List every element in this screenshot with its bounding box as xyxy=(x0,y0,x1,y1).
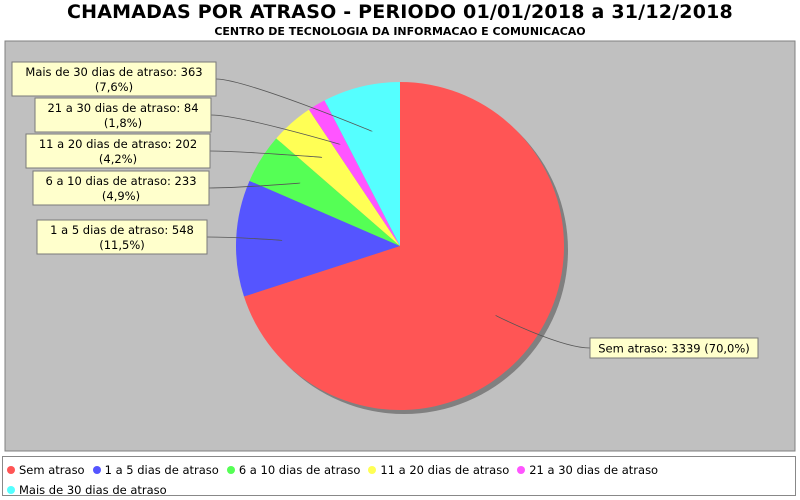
chart-title: CHAMADAS POR ATRASO - PERIODO 01/01/2018… xyxy=(67,1,733,23)
pie-slice-0 xyxy=(243,82,565,410)
legend-item-0: Sem atraso xyxy=(7,460,85,480)
legend-item-2: 6 a 10 dias de atraso xyxy=(226,460,361,480)
slice-label-percent-1: (11,5%) xyxy=(99,238,145,252)
legend-swatch-3 xyxy=(368,466,377,474)
slice-label-percent-2: (4,9%) xyxy=(102,189,140,203)
slice-label-box-1 xyxy=(36,219,208,255)
pie-slice-3 xyxy=(276,109,400,246)
slice-label-text-4: 21 a 30 dias de atraso: 84 xyxy=(47,101,198,115)
slice-label-percent-5: (7,6%) xyxy=(95,80,133,94)
legend-item-1: 1 a 5 dias de atraso xyxy=(92,460,219,480)
leader-line-0 xyxy=(495,315,591,349)
slice-label-text-0: Sem atraso: 3339 (70,0%) xyxy=(598,342,750,356)
legend-item-5: Mais de 30 dias de atraso xyxy=(7,480,167,500)
pie-slice-2 xyxy=(249,138,400,246)
pie-slice-1 xyxy=(236,180,400,297)
slice-label-1: 1 a 5 dias de atraso: 548(11,5%) xyxy=(36,219,208,255)
chart-subtitle: CENTRO DE TECNOLOGIA DA INFORMACAO E COM… xyxy=(214,25,586,38)
legend-label-5: Mais de 30 dias de atraso xyxy=(19,483,167,497)
slice-label-text-5: Mais de 30 dias de atraso: 363 xyxy=(25,65,202,79)
legend-label-3: 11 a 20 dias de atraso xyxy=(380,463,510,477)
legend-item-3: 11 a 20 dias de atraso xyxy=(368,460,509,480)
slice-label-percent-3: (4,2%) xyxy=(99,152,137,166)
chart-legend: Sem atraso 1 a 5 dias de atraso 6 a 10 dia… xyxy=(2,456,796,497)
slice-label-percent-4: (1,8%) xyxy=(104,116,142,130)
slice-label-box-4 xyxy=(34,97,212,133)
slice-label-box-5 xyxy=(11,61,217,97)
slice-label-box-2 xyxy=(32,170,210,206)
leader-line-4 xyxy=(210,114,341,145)
legend-swatch-1 xyxy=(92,466,101,474)
slice-label-5: Mais de 30 dias de atraso: 363(7,6%) xyxy=(11,61,217,97)
slice-label-4: 21 a 30 dias de atraso: 84(1,8%) xyxy=(34,97,212,133)
leader-line-1 xyxy=(206,236,283,241)
legend-swatch-4 xyxy=(517,466,526,474)
leader-line-3 xyxy=(209,150,323,158)
leader-line-2 xyxy=(208,182,301,189)
legend-swatch-0 xyxy=(7,466,15,474)
slice-label-0: Sem atraso: 3339 (70,0%) xyxy=(589,337,759,359)
slice-label-3: 11 a 20 dias de atraso: 202(4,2%) xyxy=(25,133,211,169)
slice-label-box-3 xyxy=(25,133,211,169)
slice-label-text-1: 1 a 5 dias de atraso: 548 xyxy=(50,223,194,237)
leader-line-5 xyxy=(215,78,373,132)
legend-item-4: 21 a 30 dias de atraso xyxy=(517,460,658,480)
pie-slice-4 xyxy=(308,100,400,247)
legend-label-4: 21 a 30 dias de atraso xyxy=(529,463,659,477)
pie-slice-5 xyxy=(324,82,400,246)
legend-label-1: 1 a 5 dias de atraso xyxy=(104,463,219,477)
slice-label-box-0 xyxy=(589,337,759,359)
legend-label-2: 6 a 10 dias de atraso xyxy=(238,463,361,477)
legend-swatch-5 xyxy=(7,486,15,494)
slice-label-2: 6 a 10 dias de atraso: 233(4,9%) xyxy=(32,170,210,206)
slice-label-text-2: 6 a 10 dias de atraso: 233 xyxy=(45,174,196,188)
legend-label-0: Sem atraso xyxy=(19,463,85,477)
slice-label-text-3: 11 a 20 dias de atraso: 202 xyxy=(39,137,197,151)
legend-swatch-2 xyxy=(226,466,235,474)
